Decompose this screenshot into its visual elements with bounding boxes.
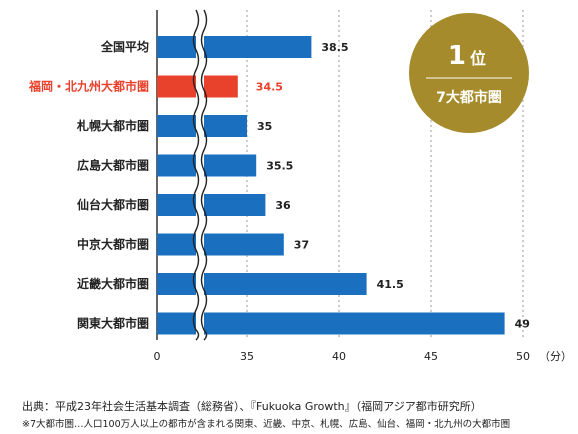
x-tick-label: 40 <box>332 350 346 363</box>
category-label: 中京大都市圏 <box>77 237 149 252</box>
value-label: 41.5 <box>377 278 404 291</box>
category-label: 全国平均 <box>100 39 149 54</box>
category-label: 札幌大都市圏 <box>76 118 149 133</box>
value-label: 49 <box>515 318 530 331</box>
axis-break-wave-right <box>200 9 208 341</box>
rank-badge: 1 位 7大都市圏 <box>409 13 529 133</box>
source-note: 出典：平成23年社会生活基本調査（総務省）、『Fukuoka Growth』（福… <box>22 400 482 413</box>
category-label: 関東大都市圏 <box>77 316 149 331</box>
labels: 0 35 40 45 50 （分） 全国平均 38.5 福岡・北九州大都市圏 34.5 札幌大都市圏… <box>28 39 572 363</box>
value-label: 36 <box>275 199 291 212</box>
axis-break-wave-left <box>192 9 200 341</box>
value-label: 35.5 <box>266 160 293 173</box>
axis-break-marker <box>192 9 208 341</box>
value-label: 38.5 <box>321 41 348 54</box>
badge-circle <box>409 13 529 133</box>
bar <box>157 36 312 58</box>
bar <box>157 312 505 335</box>
value-label: 35 <box>257 120 272 133</box>
x-unit-label: （分） <box>539 350 572 363</box>
bar <box>157 273 367 295</box>
bars <box>157 36 505 335</box>
badge-rank-suffix: 位 <box>470 49 486 68</box>
axis-break-gap <box>196 10 204 340</box>
bar <box>157 154 257 177</box>
badge-rank-number: 1 <box>448 41 466 71</box>
x-tick-label: 45 <box>424 350 438 363</box>
category-label: 近畿大都市圏 <box>77 276 149 291</box>
definition-note: ※7大都市圏…人口100万人以上の都市が含まれる関東、近畿、中京、札幌、広島、仙… <box>22 419 511 430</box>
value-label: 37 <box>294 239 309 252</box>
category-label: 福岡・北九州大都市圏 <box>28 79 149 94</box>
commute-time-bar-chart: 0 35 40 45 50 （分） 全国平均 38.5 福岡・北九州大都市圏 34.5 札幌大都市圏… <box>28 9 572 363</box>
bar <box>157 194 266 216</box>
x-tick-label: 50 <box>516 350 530 363</box>
bar <box>157 233 284 256</box>
x-tick-label: 0 <box>154 350 161 363</box>
value-label: 34.5 <box>256 81 283 94</box>
category-label: 広島大都市圏 <box>77 158 149 173</box>
x-tick-label: 35 <box>240 350 254 363</box>
badge-subtitle: 7大都市圏 <box>436 89 502 106</box>
category-label: 仙台大都市圏 <box>77 197 149 212</box>
